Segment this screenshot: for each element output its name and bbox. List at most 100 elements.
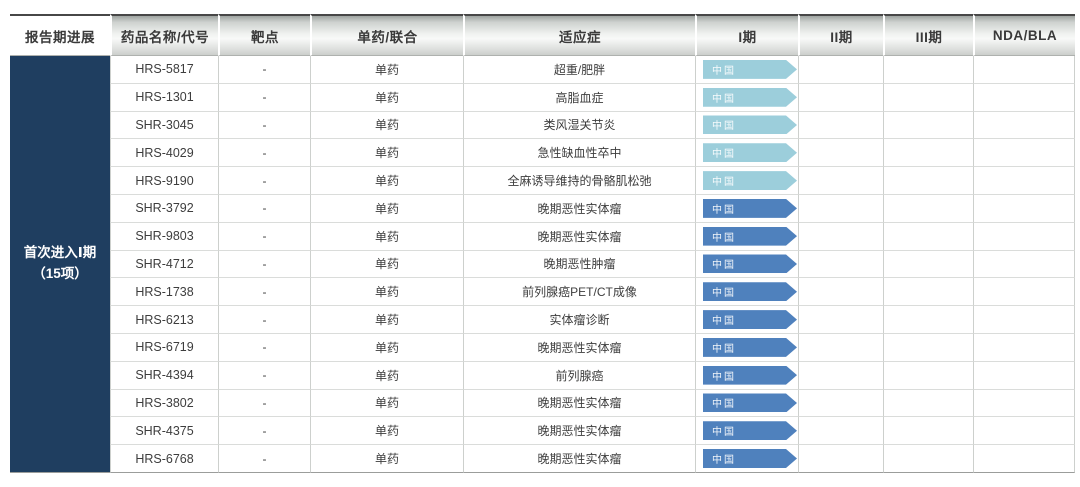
indication-cell: 超重/肥胖 xyxy=(463,56,695,84)
phase2-cell xyxy=(798,417,883,446)
phase2-cell xyxy=(798,333,883,362)
phase2-cell xyxy=(798,167,883,195)
target-cell: - xyxy=(218,139,310,168)
target-cell: - xyxy=(218,389,310,418)
header-target: 靶点 xyxy=(218,14,310,56)
indication-cell: 晚期恶性肿瘤 xyxy=(463,250,695,279)
drug-code-cell: HRS-1738 xyxy=(110,278,218,307)
mono-combo-cell: 单药 xyxy=(310,417,463,446)
phase1-region-label: 中国 xyxy=(712,427,736,439)
indication-cell: 晚期恶性实体瘤 xyxy=(463,445,695,473)
phase1-arrow: 中国 xyxy=(703,366,797,385)
mono-combo-cell: 单药 xyxy=(310,83,463,112)
indication-cell: 晚期恶性实体瘤 xyxy=(463,417,695,446)
target-cell: - xyxy=(218,361,310,390)
target-cell: - xyxy=(218,306,310,334)
phase1-arrow: 中国 xyxy=(703,338,797,357)
nda-bla-cell xyxy=(973,278,1075,307)
target-cell: - xyxy=(218,111,310,140)
sidebar-cell: 首次进入Ⅰ期 （15项） xyxy=(10,56,110,473)
drug-code-cell: SHR-4712 xyxy=(110,250,218,279)
drug-code-cell: HRS-5817 xyxy=(110,56,218,84)
phase1-region-label: 中国 xyxy=(712,288,736,300)
mono-combo-cell: 单药 xyxy=(310,111,463,140)
phase1-arrow: 中国 xyxy=(703,282,797,301)
phase3-cell xyxy=(883,306,973,334)
target-cell: - xyxy=(218,445,310,473)
phase1-region-label: 中国 xyxy=(712,204,736,216)
drug-code-cell: HRS-4029 xyxy=(110,139,218,168)
drug-code-cell: HRS-6768 xyxy=(110,445,218,473)
phase1-arrow: 中国 xyxy=(703,449,797,468)
indication-cell: 前列腺癌 xyxy=(463,361,695,390)
phase1-cell: 中国 xyxy=(695,111,798,140)
phase3-cell xyxy=(883,278,973,307)
phase2-cell xyxy=(798,56,883,84)
phase1-region-label: 中国 xyxy=(712,177,736,189)
target-cell: - xyxy=(218,333,310,362)
indication-cell: 急性缺血性卒中 xyxy=(463,139,695,168)
target-cell: - xyxy=(218,222,310,251)
drug-code-cell: SHR-3045 xyxy=(110,111,218,140)
mono-combo-cell: 单药 xyxy=(310,333,463,362)
mono-combo-cell: 单药 xyxy=(310,222,463,251)
phase1-arrow: 中国 xyxy=(703,88,797,107)
target-cell: - xyxy=(218,278,310,307)
phase1-region-label: 中国 xyxy=(712,121,736,133)
phase2-cell xyxy=(798,111,883,140)
phase1-arrow: 中国 xyxy=(703,115,797,134)
phase1-arrow: 中国 xyxy=(703,199,797,218)
phase1-cell: 中国 xyxy=(695,167,798,195)
phase2-cell xyxy=(798,83,883,112)
nda-bla-cell xyxy=(973,361,1075,390)
phase3-cell xyxy=(883,417,973,446)
mono-combo-cell: 单药 xyxy=(310,445,463,473)
drug-code-cell: SHR-4375 xyxy=(110,417,218,446)
mono-combo-cell: 单药 xyxy=(310,56,463,84)
phase1-arrow: 中国 xyxy=(703,310,797,329)
phase2-cell xyxy=(798,278,883,307)
header-indication: 适应症 xyxy=(463,14,695,56)
nda-bla-cell xyxy=(973,389,1075,418)
phase3-cell xyxy=(883,111,973,140)
mono-combo-cell: 单药 xyxy=(310,361,463,390)
target-cell: - xyxy=(218,417,310,446)
header-drug-code: 药品名称/代号 xyxy=(110,14,218,56)
mono-combo-cell: 单药 xyxy=(310,278,463,307)
nda-bla-cell xyxy=(973,333,1075,362)
target-cell: - xyxy=(218,167,310,195)
nda-bla-cell xyxy=(973,139,1075,168)
header-progress: 报告期进展 xyxy=(10,14,110,56)
drug-code-cell: SHR-9803 xyxy=(110,222,218,251)
phase2-cell xyxy=(798,250,883,279)
target-cell: - xyxy=(218,83,310,112)
nda-bla-cell xyxy=(973,445,1075,473)
mono-combo-cell: 单药 xyxy=(310,250,463,279)
nda-bla-cell xyxy=(973,111,1075,140)
phase1-region-label: 中国 xyxy=(712,399,736,411)
phase1-region-label: 中国 xyxy=(712,232,736,244)
phase1-arrow: 中国 xyxy=(703,60,797,79)
indication-cell: 全麻诱导维持的骨骼肌松弛 xyxy=(463,167,695,195)
header-mono-combo: 单药/联合 xyxy=(310,14,463,56)
mono-combo-cell: 单药 xyxy=(310,389,463,418)
pipeline-table: 报告期进展 药品名称/代号 靶点 单药/联合 适应症 I期 II期 III期 N… xyxy=(10,14,1075,473)
phase1-arrow: 中国 xyxy=(703,227,797,246)
phase1-cell: 中国 xyxy=(695,306,798,334)
indication-cell: 类风湿关节炎 xyxy=(463,111,695,140)
phase1-cell: 中国 xyxy=(695,445,798,473)
target-cell: - xyxy=(218,56,310,84)
indication-cell: 晚期恶性实体瘤 xyxy=(463,222,695,251)
phase1-region-label: 中国 xyxy=(712,455,736,467)
mono-combo-cell: 单药 xyxy=(310,194,463,223)
phase1-cell: 中国 xyxy=(695,250,798,279)
phase3-cell xyxy=(883,167,973,195)
phase1-cell: 中国 xyxy=(695,139,798,168)
phase1-region-label: 中国 xyxy=(712,65,736,77)
phase1-cell: 中国 xyxy=(695,56,798,84)
phase2-cell xyxy=(798,445,883,473)
header-phase2: II期 xyxy=(798,14,883,56)
phase1-region-label: 中国 xyxy=(712,371,736,383)
header-phase3: III期 xyxy=(883,14,973,56)
